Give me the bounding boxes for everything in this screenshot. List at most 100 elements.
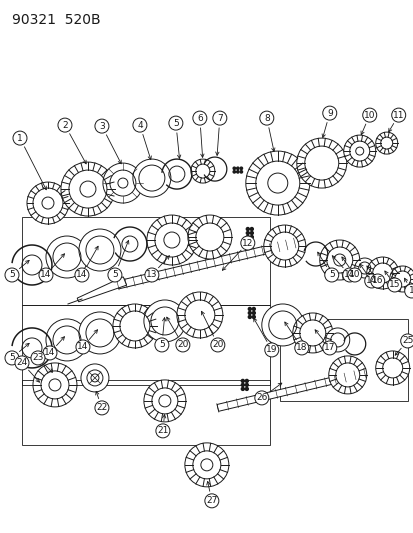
Circle shape xyxy=(328,356,366,394)
Circle shape xyxy=(46,236,88,278)
Text: 26: 26 xyxy=(256,393,267,402)
Circle shape xyxy=(156,424,169,438)
Circle shape xyxy=(259,111,273,125)
Circle shape xyxy=(240,171,242,173)
Polygon shape xyxy=(117,239,295,289)
Circle shape xyxy=(233,167,235,169)
Text: 25: 25 xyxy=(401,336,413,345)
Circle shape xyxy=(254,391,268,405)
Circle shape xyxy=(176,338,190,352)
Text: 1: 1 xyxy=(17,134,23,143)
Circle shape xyxy=(61,162,115,216)
Circle shape xyxy=(76,340,90,354)
Circle shape xyxy=(133,118,147,132)
Text: 16: 16 xyxy=(371,277,382,286)
Circle shape xyxy=(133,159,171,197)
Text: 5: 5 xyxy=(159,341,164,350)
Polygon shape xyxy=(77,277,126,302)
Circle shape xyxy=(404,284,413,298)
Circle shape xyxy=(292,313,332,353)
Circle shape xyxy=(241,387,244,390)
Text: 5: 5 xyxy=(173,119,178,127)
Text: 20: 20 xyxy=(177,341,188,350)
Circle shape xyxy=(190,159,214,183)
Circle shape xyxy=(147,215,197,265)
Text: 14: 14 xyxy=(343,270,355,279)
Circle shape xyxy=(240,236,254,250)
Text: 10: 10 xyxy=(348,270,360,279)
Circle shape xyxy=(245,379,248,382)
Circle shape xyxy=(233,171,235,173)
Circle shape xyxy=(400,334,413,348)
Text: 14: 14 xyxy=(77,342,88,351)
Circle shape xyxy=(252,311,255,314)
Circle shape xyxy=(79,229,121,271)
Circle shape xyxy=(245,151,309,215)
Circle shape xyxy=(169,116,183,130)
Circle shape xyxy=(294,341,308,355)
Circle shape xyxy=(154,338,169,352)
Circle shape xyxy=(248,311,251,314)
Circle shape xyxy=(240,167,242,169)
Circle shape xyxy=(263,225,305,267)
Circle shape xyxy=(375,351,409,385)
Circle shape xyxy=(343,135,375,167)
Circle shape xyxy=(246,236,249,239)
Text: 7: 7 xyxy=(216,114,222,123)
Text: 12: 12 xyxy=(242,238,253,247)
Text: 1: 1 xyxy=(408,286,413,295)
Text: 20: 20 xyxy=(211,341,223,350)
Text: 90321  520B: 90321 520B xyxy=(12,13,100,27)
Text: 14: 14 xyxy=(365,277,377,286)
Text: 10: 10 xyxy=(363,111,375,119)
Circle shape xyxy=(185,443,228,487)
Text: 27: 27 xyxy=(206,496,217,505)
Text: 5: 5 xyxy=(328,270,334,279)
Circle shape xyxy=(252,316,255,318)
Text: 14: 14 xyxy=(76,270,88,279)
Bar xyxy=(279,319,407,401)
Circle shape xyxy=(113,304,157,348)
Circle shape xyxy=(39,268,53,282)
Circle shape xyxy=(366,257,398,289)
Text: 14: 14 xyxy=(40,270,52,279)
Text: 21: 21 xyxy=(157,426,168,435)
Circle shape xyxy=(246,228,249,231)
Circle shape xyxy=(354,258,374,278)
Circle shape xyxy=(108,268,121,282)
Text: 4: 4 xyxy=(137,120,142,130)
Text: 2: 2 xyxy=(62,120,68,130)
Circle shape xyxy=(347,268,361,282)
Text: 17: 17 xyxy=(323,343,335,352)
Circle shape xyxy=(241,379,244,382)
Text: 6: 6 xyxy=(197,114,202,123)
Circle shape xyxy=(103,163,142,203)
Circle shape xyxy=(248,316,251,318)
Circle shape xyxy=(5,351,19,365)
Circle shape xyxy=(250,228,253,231)
Circle shape xyxy=(75,268,89,282)
Circle shape xyxy=(204,494,218,508)
Text: 14: 14 xyxy=(44,349,55,358)
Circle shape xyxy=(248,308,251,310)
Circle shape xyxy=(46,319,88,361)
Text: 22: 22 xyxy=(96,403,107,413)
Circle shape xyxy=(252,308,255,310)
Circle shape xyxy=(246,231,249,235)
Circle shape xyxy=(5,268,19,282)
Bar xyxy=(22,217,269,305)
Circle shape xyxy=(58,118,72,132)
Circle shape xyxy=(13,131,27,145)
Bar xyxy=(22,305,269,385)
Circle shape xyxy=(325,328,349,352)
Circle shape xyxy=(27,182,69,224)
Text: 5: 5 xyxy=(9,353,15,362)
Circle shape xyxy=(319,240,359,280)
Circle shape xyxy=(31,351,45,365)
Circle shape xyxy=(188,215,231,259)
Text: 19: 19 xyxy=(266,345,277,354)
Text: 9: 9 xyxy=(326,109,332,118)
Circle shape xyxy=(176,292,222,338)
Circle shape xyxy=(322,106,336,120)
Bar xyxy=(22,380,269,445)
